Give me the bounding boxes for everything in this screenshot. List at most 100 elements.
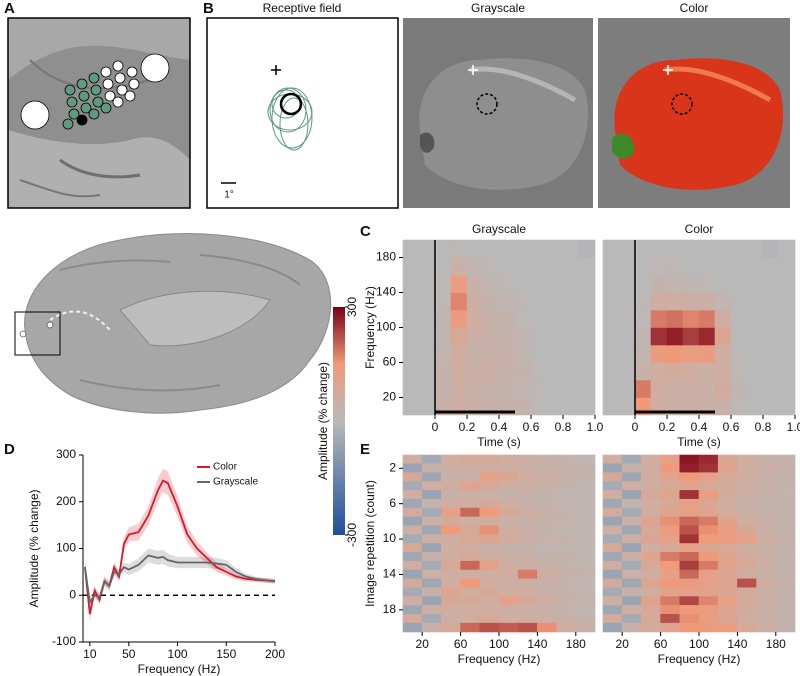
heatmap-cell bbox=[537, 552, 557, 562]
heatmap-cell bbox=[737, 578, 757, 589]
x-tick-label: 0.2 bbox=[459, 420, 476, 434]
heatmap-cell bbox=[530, 379, 548, 398]
heatmap-cell bbox=[660, 525, 681, 535]
heatmap-cell bbox=[556, 481, 577, 491]
colorbar-tick-label: -300 bbox=[345, 523, 359, 547]
heatmap-cell bbox=[578, 344, 596, 363]
heatmap-cell bbox=[602, 490, 623, 500]
heatmap-cell bbox=[730, 327, 748, 346]
heatmap-cell bbox=[517, 490, 538, 500]
heatmap-cell bbox=[441, 596, 461, 606]
heatmap-cell bbox=[679, 463, 700, 474]
heatmap-cell bbox=[556, 507, 577, 518]
heatmap-cell bbox=[778, 309, 796, 328]
heatmap-cell bbox=[717, 587, 738, 597]
heatmap-cell bbox=[479, 578, 500, 589]
heatmap-cell bbox=[730, 379, 748, 398]
heatmap-cell bbox=[402, 596, 423, 606]
heatmap-cell bbox=[698, 472, 719, 482]
x-tick-label: 180 bbox=[766, 637, 786, 651]
heatmap-cell bbox=[778, 344, 796, 363]
heatmap-cell bbox=[556, 560, 577, 571]
heatmap-cell bbox=[460, 498, 481, 509]
heatmap-cell bbox=[556, 622, 577, 633]
heatmap-cell bbox=[602, 552, 623, 562]
heatmap-cell bbox=[575, 596, 596, 606]
heatmap-cell bbox=[698, 534, 719, 544]
heatmap-cell bbox=[537, 481, 557, 491]
heatmap-cell bbox=[698, 587, 719, 597]
heatmap-cell bbox=[546, 239, 564, 258]
heatmap-cell bbox=[546, 274, 564, 293]
heatmap-cell bbox=[775, 472, 796, 482]
heatmap-cell bbox=[679, 560, 700, 571]
heatmap-cell bbox=[460, 490, 481, 500]
heatmap-cell bbox=[746, 292, 764, 311]
heatmap-cell bbox=[698, 257, 716, 276]
heatmap-cell bbox=[482, 274, 500, 293]
heatmap-cell bbox=[537, 569, 557, 580]
heatmap-cell bbox=[737, 534, 757, 544]
heatmap-cell bbox=[418, 362, 436, 381]
heatmap-cell bbox=[498, 516, 519, 527]
heatmap-cell bbox=[650, 379, 668, 398]
heatmap-cell bbox=[775, 525, 796, 535]
heatmap-cell bbox=[578, 362, 596, 381]
heatmap-cell bbox=[530, 362, 548, 381]
colorbar-tick-label: 300 bbox=[345, 297, 359, 317]
panel-label: B bbox=[203, 0, 214, 17]
x-tick-label: 1.0 bbox=[787, 420, 800, 434]
heatmap-cell bbox=[479, 534, 500, 544]
heatmap-cell bbox=[434, 292, 452, 311]
heatmap-cell bbox=[641, 481, 661, 491]
heatmap-cell bbox=[421, 587, 442, 597]
heatmap-cell bbox=[402, 379, 420, 398]
x-tick-label: 0.4 bbox=[691, 420, 708, 434]
heatmap-cell bbox=[479, 622, 500, 633]
heatmap-cell bbox=[441, 587, 461, 597]
heatmap-cell bbox=[737, 463, 757, 474]
heatmap-cell bbox=[537, 543, 557, 553]
x-axis-label: Frequency (Hz) bbox=[138, 662, 221, 676]
heatmap-cell bbox=[421, 560, 442, 571]
heatmap-cell bbox=[602, 481, 623, 491]
heatmap-cell bbox=[717, 543, 738, 553]
heatmap-cell bbox=[717, 454, 738, 465]
x-tick-label: 0.8 bbox=[555, 420, 572, 434]
heatmap-cell bbox=[679, 525, 700, 535]
heatmap-cell bbox=[421, 498, 442, 509]
error-band bbox=[84, 548, 275, 608]
panel-title: Color bbox=[680, 1, 709, 15]
heatmap-cell bbox=[537, 560, 557, 571]
heatmap-cell bbox=[641, 569, 661, 580]
heatmap-cell bbox=[479, 472, 500, 482]
heatmap-cell bbox=[650, 309, 668, 328]
panel-label: E bbox=[360, 441, 370, 458]
colorbar-label: Amplitude (% change) bbox=[316, 362, 330, 480]
heatmap-cell bbox=[679, 569, 700, 580]
heatmap-cell bbox=[402, 344, 420, 363]
heatmap-cell bbox=[450, 239, 468, 258]
heatmap-cell bbox=[660, 543, 681, 553]
heatmap-cell bbox=[679, 472, 700, 482]
heatmap-cell bbox=[514, 344, 532, 363]
heatmap-cell bbox=[562, 292, 580, 311]
heatmap-cell bbox=[602, 596, 623, 606]
heatmap-cell bbox=[441, 560, 461, 571]
heatmap-cell bbox=[756, 490, 777, 500]
heatmap-cell bbox=[479, 516, 500, 527]
heatmap-cell bbox=[737, 596, 757, 606]
heatmap-cell bbox=[530, 344, 548, 363]
heatmap-cell bbox=[530, 327, 548, 346]
heatmap-cell bbox=[556, 498, 577, 509]
heatmap-cell bbox=[556, 569, 577, 580]
heatmap-cell bbox=[621, 481, 642, 491]
heatmap-cell bbox=[621, 534, 642, 544]
heatmap-cell bbox=[517, 534, 538, 544]
heatmap-cell bbox=[778, 362, 796, 381]
heatmap-cell bbox=[546, 292, 564, 311]
heatmap-cell bbox=[479, 543, 500, 553]
heatmap-cell bbox=[756, 463, 777, 474]
x-tick-label: 0.6 bbox=[523, 420, 540, 434]
heatmap-cell bbox=[730, 292, 748, 311]
